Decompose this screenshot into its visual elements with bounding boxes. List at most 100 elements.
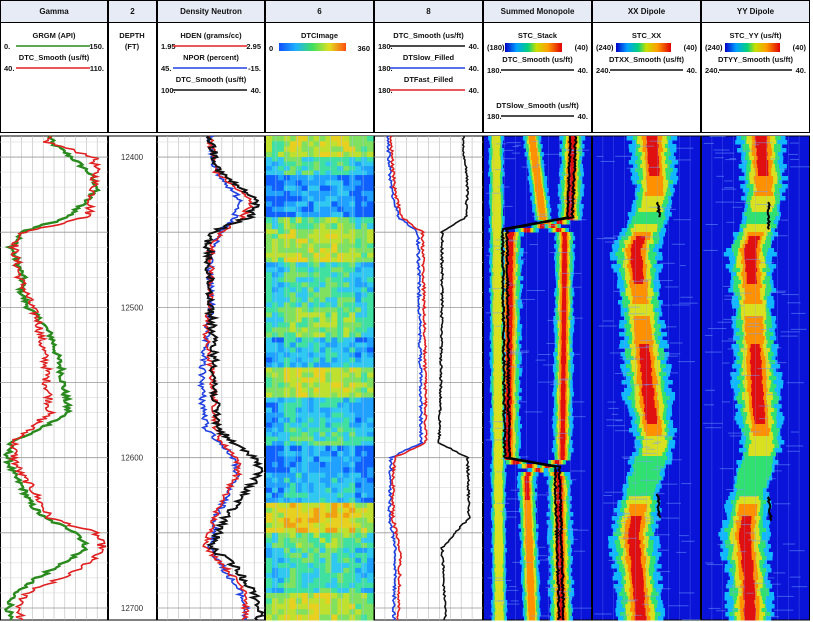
stc-band (749, 436, 774, 441)
stc-noise (671, 372, 679, 374)
image-cell (325, 562, 332, 569)
stc-band (562, 288, 567, 293)
image-cell (355, 161, 362, 167)
dtyy-smooth-curve (766, 496, 773, 522)
stc-noise (640, 479, 657, 481)
scale-left: (180) (487, 43, 505, 52)
stc-noise (715, 201, 734, 203)
image-cell (313, 151, 320, 158)
stc-noise (703, 404, 715, 406)
image-cell (301, 170, 309, 176)
image-cell (337, 217, 344, 224)
image-cell (313, 532, 320, 539)
image-cell (266, 392, 273, 399)
image-cell (313, 201, 320, 208)
stc-band (631, 560, 641, 565)
image-cell (319, 175, 326, 181)
image-cell (266, 277, 273, 283)
image-cell (355, 307, 362, 313)
stc-band (628, 496, 651, 501)
stc-band (495, 596, 504, 601)
image-cell (361, 502, 368, 509)
image-cell (343, 532, 350, 539)
image-cell (271, 185, 279, 192)
image-cell (277, 456, 285, 463)
image-cell (331, 151, 338, 158)
image-cell (319, 445, 326, 452)
image-cell (337, 347, 344, 353)
image-cell (295, 362, 303, 368)
image-cell (361, 412, 368, 419)
image-cell (337, 472, 344, 479)
image-cell (331, 302, 338, 308)
image-cell (266, 614, 273, 621)
image-cell (277, 262, 285, 268)
image-cell (295, 532, 303, 539)
image-cell (313, 432, 320, 438)
image-cell (295, 277, 303, 283)
stc-band (744, 600, 755, 605)
image-cell (355, 322, 362, 328)
image-cell (331, 357, 338, 363)
image-cell (325, 397, 332, 404)
stc-noise (726, 221, 735, 223)
stc-band (560, 404, 566, 409)
image-cell (266, 312, 273, 318)
stc-band (506, 320, 513, 325)
image-cell (361, 397, 368, 404)
stc-band (740, 548, 752, 553)
stc-noise (562, 286, 582, 288)
image-cell (295, 427, 303, 433)
image-cell (313, 302, 320, 308)
image-cell (337, 272, 344, 278)
image-cell (361, 422, 368, 429)
image-cell (325, 252, 332, 259)
image-cell (367, 185, 374, 192)
image-cell (319, 467, 326, 474)
stc-noise (705, 562, 714, 564)
image-cell (289, 211, 297, 218)
image-cell (277, 477, 285, 484)
stc-band (560, 428, 566, 433)
image-cell (301, 592, 309, 599)
image-cell (277, 609, 285, 616)
image-cell (289, 603, 297, 610)
image-cell (283, 372, 291, 378)
image-cell (307, 206, 315, 213)
image-cell (301, 277, 309, 283)
stc-band (631, 564, 642, 569)
image-cell (355, 206, 362, 213)
image-cell (337, 243, 344, 249)
stc-noise (571, 219, 587, 221)
image-cell (283, 223, 291, 230)
image-cell (301, 211, 309, 218)
image-cell (343, 327, 350, 333)
image-cell (319, 482, 326, 489)
image-cell (343, 367, 350, 373)
stc-noise (531, 615, 551, 617)
image-cell (355, 267, 362, 273)
stc-band (493, 380, 503, 385)
image-cell (266, 372, 273, 378)
image-cell (283, 397, 291, 404)
image-cell (331, 598, 338, 605)
image-cell (367, 243, 374, 249)
image-cell (367, 445, 374, 452)
image-cell (337, 136, 344, 142)
image-cell (271, 497, 279, 504)
stc-noise (515, 302, 525, 304)
image-cell (266, 412, 273, 419)
stc-band (493, 400, 502, 405)
stc-band (525, 520, 532, 525)
image-cell (337, 257, 344, 263)
image-cell (271, 614, 279, 621)
image-cell (307, 243, 315, 249)
image-cell (271, 322, 279, 328)
image-cell (289, 302, 297, 308)
image-cell (271, 347, 279, 353)
image-cell (319, 317, 326, 323)
image-cell (325, 322, 332, 328)
image-cell (325, 201, 332, 208)
image-cell (271, 461, 279, 468)
image-cell (283, 262, 291, 268)
